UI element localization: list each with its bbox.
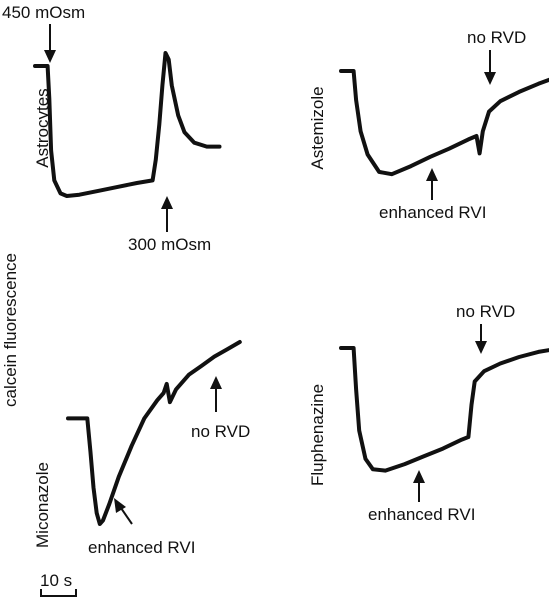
- annotation-arrow: [161, 196, 173, 232]
- panel-fluphenazine: Fluphenazine no RVD enhanced RVI: [308, 302, 549, 524]
- scale-bar-label: 10 s: [40, 571, 72, 590]
- series-line: [33, 51, 222, 198]
- panel-label: Astemizole: [308, 86, 327, 169]
- series-line: [66, 340, 242, 526]
- annotation-label: no RVD: [467, 28, 526, 47]
- annotation-label: no RVD: [191, 422, 250, 441]
- series-line: [339, 69, 549, 177]
- series-line: [339, 346, 549, 473]
- annotation-arrow: [475, 324, 487, 354]
- annotation-label: enhanced RVI: [88, 538, 195, 557]
- annotation-arrow: [426, 168, 438, 200]
- annotation-arrow: [114, 498, 133, 525]
- annotation-label: no RVD: [456, 302, 515, 321]
- annotation-label: 300 mOsm: [128, 235, 211, 254]
- panel-label: Miconazole: [33, 462, 52, 548]
- annotation-label: enhanced RVI: [368, 505, 475, 524]
- y-axis-label: calcein fluorescence: [1, 253, 20, 407]
- panel-label: Fluphenazine: [308, 384, 327, 486]
- annotation-arrow: [44, 24, 56, 63]
- scale-bar: 10 s: [40, 571, 77, 597]
- annotation-label: 450 mOsm: [2, 3, 85, 22]
- panel-astemizole: Astemizole no RVD enhanced RVI: [308, 28, 549, 222]
- annotation-label: enhanced RVI: [379, 203, 486, 222]
- panel-astrocytes: Astrocytes 450 mOsm 300 mOsm: [2, 3, 222, 254]
- annotation-arrow: [413, 470, 425, 502]
- scale-bar-line: [40, 589, 77, 597]
- panel-miconazole: Miconazole no RVD enhanced RVI: [33, 340, 250, 557]
- annotation-arrow: [484, 50, 496, 85]
- panel-label: Astrocytes: [33, 88, 52, 167]
- annotation-arrow: [210, 376, 222, 412]
